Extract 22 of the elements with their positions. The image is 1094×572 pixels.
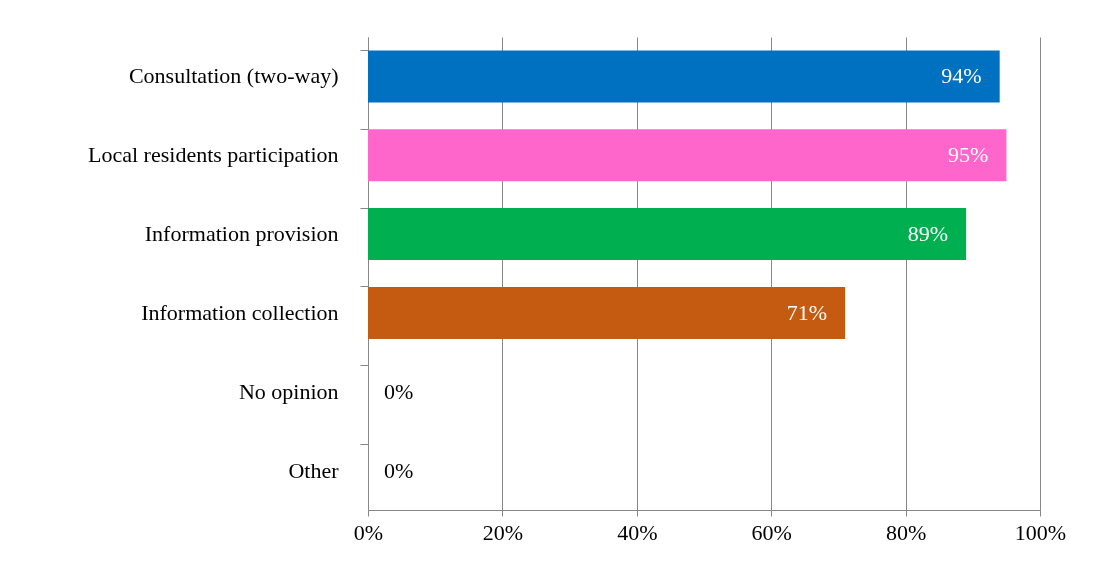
- x-tick-label: 40%: [617, 519, 658, 545]
- x-tick-label: 100%: [1014, 519, 1067, 545]
- y-tick-label: Information collection: [141, 299, 339, 325]
- x-tick-label: 20%: [482, 519, 524, 545]
- y-tick-label: Other: [288, 457, 340, 483]
- y-tick-label: No opinion: [238, 378, 339, 404]
- data-label: 89%: [907, 221, 949, 247]
- bar: [368, 286, 846, 339]
- bar: [368, 129, 1007, 182]
- bar: [368, 50, 1000, 103]
- x-tick-label: 80%: [885, 519, 927, 545]
- data-label: 95%: [948, 142, 989, 168]
- data-label: 94%: [941, 63, 982, 89]
- x-tick-label: 60%: [751, 519, 792, 545]
- x-tick-label: 0%: [353, 519, 384, 545]
- data-label: 0%: [384, 457, 414, 483]
- data-label: 0%: [384, 378, 414, 404]
- y-tick-label: Local residents participation: [88, 142, 339, 168]
- data-label: 71%: [786, 299, 828, 325]
- y-tick-label: Information provision: [144, 221, 339, 247]
- y-tick-label: Consultation (two-way): [128, 63, 339, 89]
- bar: [368, 208, 967, 261]
